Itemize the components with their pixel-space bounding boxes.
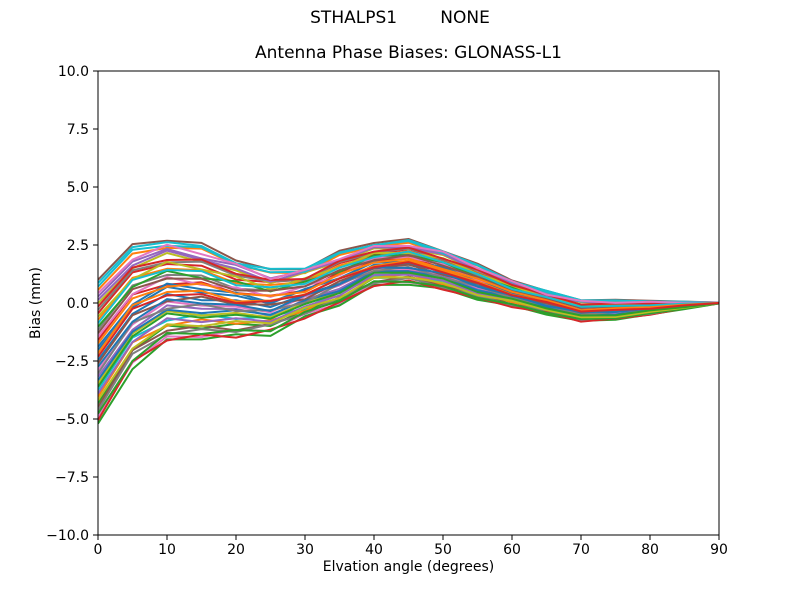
figure-suptitle: STHALPS1 NONE (310, 8, 490, 28)
y-tick-label: 2.5 (67, 238, 89, 254)
y-axis-ticks: 10.0 7.5 5.0 2.5 0.0 −2.5 −5.0 −7.5 −10.0 (46, 64, 98, 544)
x-tick-label: 50 (434, 542, 452, 558)
x-tick-label: 90 (710, 542, 728, 558)
y-tick-label: 0.0 (67, 296, 89, 312)
y-tick-label: −5.0 (55, 412, 89, 428)
x-tick-label: 20 (227, 542, 245, 558)
bias-line (98, 280, 719, 415)
x-axis-label: Elvation angle (degrees) (322, 559, 495, 575)
bias-line (98, 275, 719, 408)
bias-line (98, 271, 719, 388)
bias-line (98, 261, 719, 358)
bias-line (98, 240, 719, 304)
x-tick-label: 60 (503, 542, 521, 558)
y-tick-label: −10.0 (46, 528, 89, 544)
bias-line (98, 257, 719, 345)
x-tick-label: 30 (296, 542, 314, 558)
y-tick-label: 7.5 (67, 122, 89, 138)
x-tick-label: 70 (572, 542, 590, 558)
bias-line (98, 266, 719, 368)
y-tick-label: 10.0 (58, 64, 89, 80)
y-tick-label: −7.5 (55, 470, 89, 486)
bias-lines (98, 238, 719, 425)
x-axis-ticks: 0 10 20 30 40 50 60 70 80 90 (94, 535, 728, 558)
bias-line (98, 276, 719, 405)
bias-line (98, 250, 719, 324)
y-tick-label: −2.5 (55, 354, 89, 370)
x-tick-label: 40 (365, 542, 383, 558)
y-tick-label: 5.0 (67, 180, 89, 196)
axes-title: Antenna Phase Biases: GLONASS-L1 (255, 43, 562, 63)
x-tick-label: 10 (158, 542, 176, 558)
bias-line (98, 283, 719, 425)
x-tick-label: 0 (94, 542, 103, 558)
bias-line (98, 243, 719, 304)
bias-line (98, 276, 719, 401)
x-tick-label: 80 (641, 542, 659, 558)
